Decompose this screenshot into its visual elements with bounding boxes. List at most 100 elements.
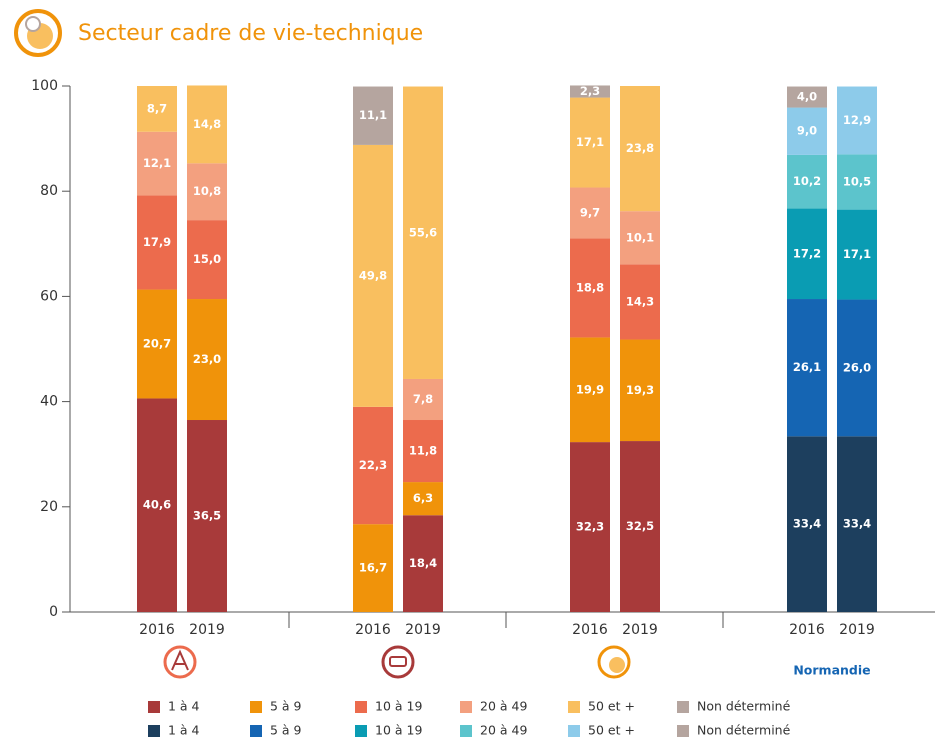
bar-segment — [187, 85, 227, 164]
group-icons — [163, 645, 631, 679]
value-label: 7,8 — [413, 392, 433, 406]
value-label: 20,7 — [143, 337, 171, 351]
bar-segment — [620, 441, 660, 612]
legend-label: 10 à 19 — [375, 699, 422, 714]
bar-segment — [787, 107, 827, 155]
bar-segment — [787, 154, 827, 209]
value-label: 26,0 — [843, 360, 871, 374]
legend-swatch — [460, 701, 472, 713]
y-tick-label: 20 — [40, 499, 58, 515]
x-tick-label: 2016 — [572, 622, 608, 638]
legend-label: 10 à 19 — [375, 723, 422, 738]
value-label: 32,5 — [626, 519, 654, 533]
value-label: 26,1 — [793, 360, 821, 374]
legend-swatch — [250, 701, 262, 713]
bar-segment — [787, 208, 827, 300]
bar-segment — [570, 97, 610, 188]
bar-segment — [620, 339, 660, 442]
bar-segment — [403, 86, 443, 379]
bar-segment — [137, 131, 177, 196]
value-label: 19,3 — [626, 383, 654, 397]
x-tick-label: 2016 — [139, 622, 175, 638]
y-tick-label: 40 — [40, 394, 58, 410]
legend-swatch — [250, 725, 262, 737]
value-label: 49,8 — [359, 268, 387, 282]
bar-segment — [187, 420, 227, 612]
bar-segment — [353, 524, 393, 612]
value-label: 15,0 — [193, 252, 221, 266]
x-tick-label: 2016 — [355, 622, 391, 638]
legend-label: 20 à 49 — [480, 699, 527, 714]
bar-segment — [787, 436, 827, 612]
x-tick-label: 2019 — [405, 622, 441, 638]
bar-segment — [837, 436, 877, 612]
value-label: 17,2 — [793, 246, 821, 260]
bar-segment — [403, 378, 443, 421]
value-label: 17,1 — [843, 247, 871, 261]
chart-title: Secteur cadre de vie-technique — [78, 21, 423, 46]
value-label: 10,5 — [843, 174, 871, 188]
y-tick-label: 80 — [40, 183, 58, 199]
value-label: 23,0 — [193, 352, 221, 366]
value-label: 11,1 — [359, 108, 387, 122]
value-label: 18,8 — [576, 280, 604, 294]
legend-label: 20 à 49 — [480, 723, 527, 738]
value-label: 14,3 — [626, 294, 654, 308]
y-tick-label: 100 — [31, 78, 58, 94]
legend-swatch — [355, 701, 367, 713]
value-label: 8,7 — [147, 101, 167, 115]
bar-segment — [353, 144, 393, 407]
value-label: 9,0 — [797, 124, 817, 138]
bar-segment — [837, 299, 877, 437]
legend-swatch — [355, 725, 367, 737]
bar-segment — [570, 442, 610, 612]
x-tick-label: 2019 — [189, 622, 225, 638]
bar-segment — [837, 86, 877, 155]
legend-label: 50 et + — [588, 723, 635, 738]
bar-segment — [570, 85, 610, 98]
bar-segment — [403, 515, 443, 612]
value-label: 11,8 — [409, 444, 437, 458]
legend-label: Non déterminé — [697, 699, 791, 714]
bar-segment — [620, 264, 660, 340]
bar-segment — [403, 482, 443, 516]
bar-segment — [353, 86, 393, 145]
legend-swatch — [568, 725, 580, 737]
legend-label: 50 et + — [588, 699, 635, 714]
value-label: 6,3 — [413, 491, 433, 505]
bar-segment — [187, 163, 227, 221]
x-tick-label: 2019 — [622, 622, 658, 638]
bar-segment — [837, 154, 877, 210]
bar-segment — [787, 86, 827, 108]
value-label: 32,3 — [576, 520, 604, 534]
legend-swatch — [148, 701, 160, 713]
legend-swatch — [148, 725, 160, 737]
value-label: 55,6 — [409, 225, 437, 239]
legend-label: 5 à 9 — [270, 699, 302, 714]
value-label: 10,8 — [193, 184, 221, 198]
value-label: 12,1 — [143, 156, 171, 170]
value-label: 10,2 — [793, 174, 821, 188]
legend-swatch — [677, 725, 689, 737]
value-label: 23,8 — [626, 141, 654, 155]
value-label: 19,9 — [576, 382, 604, 396]
bar-segment — [620, 86, 660, 212]
bar-segment — [137, 86, 177, 132]
value-label: 10,1 — [626, 230, 654, 244]
value-label: 36,5 — [193, 509, 221, 523]
value-label: 33,4 — [843, 517, 871, 531]
legend-swatch — [460, 725, 472, 737]
value-label: 17,1 — [576, 135, 604, 149]
bar-segment — [137, 398, 177, 612]
value-label: 9,7 — [580, 206, 600, 220]
legend-label: 1 à 4 — [168, 723, 200, 738]
bar-segment — [570, 238, 610, 338]
x-tick-label: 2016 — [789, 622, 825, 638]
bar-segment — [137, 289, 177, 399]
value-label: 17,9 — [143, 235, 171, 249]
bar-segment — [137, 195, 177, 290]
bar-segment — [187, 299, 227, 421]
legend-label: Non déterminé — [697, 723, 791, 738]
x-tick-label: 2019 — [839, 622, 875, 638]
